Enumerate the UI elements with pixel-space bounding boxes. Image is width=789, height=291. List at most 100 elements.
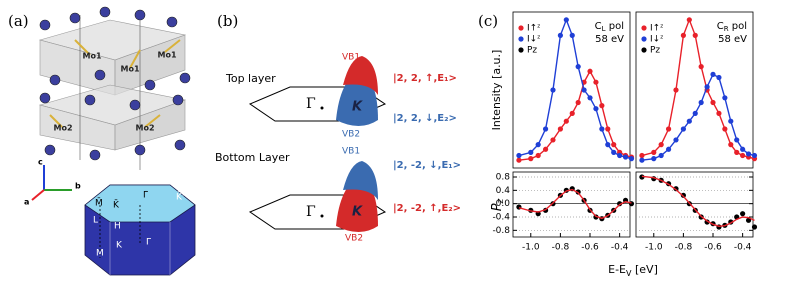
plot-frame	[635, 171, 754, 238]
data-point	[692, 32, 698, 39]
state-label: |2, 2, ↓,E₂>	[393, 113, 457, 124]
data-point	[658, 152, 664, 159]
plot-frame	[512, 171, 631, 238]
atom-label: Mo1	[120, 65, 139, 74]
data-point	[751, 224, 758, 230]
data-point	[611, 142, 617, 148]
cone-vb1	[343, 56, 378, 95]
legend-label: Pz	[650, 46, 660, 56]
y-tick-label: 0.8	[496, 173, 511, 183]
data-point	[599, 103, 605, 109]
data-point	[680, 192, 686, 198]
state-label: |2, -2, ↑,E₂>	[393, 203, 461, 214]
data-point	[740, 211, 746, 217]
bz-label: Γ̄	[143, 191, 148, 201]
polarization-label: CR pol	[717, 21, 747, 33]
data-point	[542, 126, 549, 132]
band-label: VB1	[342, 53, 360, 63]
data-point	[542, 146, 549, 152]
x-tick-label: -0.8	[675, 243, 693, 253]
bz-label: K̄	[113, 199, 120, 211]
data-point	[710, 99, 716, 106]
layer-label: Top layer	[225, 72, 276, 85]
data-point	[680, 32, 686, 39]
data-point	[658, 142, 664, 148]
panel-label: (a)	[8, 12, 29, 30]
data-point	[639, 152, 645, 159]
data-point	[628, 201, 635, 207]
band-label: VB2	[345, 234, 363, 244]
data-point	[704, 84, 710, 90]
state-label: |2, 2, ↑,E₁>	[393, 73, 457, 84]
x-tick-label: -0.4	[611, 243, 629, 253]
data-point	[516, 157, 522, 163]
band-label: VB2	[342, 130, 360, 140]
data-point	[698, 99, 704, 106]
label-part: z	[496, 198, 506, 204]
data-point	[528, 156, 534, 162]
x-tick-label: -0.6	[581, 243, 599, 253]
data-point	[575, 64, 581, 70]
state-label: |2, -2, ↓,E₁>	[393, 160, 461, 171]
atom-label: Mo1	[82, 52, 101, 61]
bz-label: H	[114, 222, 121, 232]
data-point	[587, 68, 593, 74]
x-axis-label: E-EV [eV]	[608, 263, 658, 278]
panel-label: (c)	[478, 12, 498, 30]
hexagon	[248, 194, 387, 230]
data-point	[722, 126, 728, 132]
atom-label: Mo1	[157, 51, 176, 60]
bz-label: L	[93, 216, 98, 226]
x-tick-label: -1.0	[645, 243, 663, 253]
gamma-label: Γ	[306, 96, 316, 112]
axis-triad	[31, 165, 72, 201]
label-part: C	[595, 21, 602, 32]
data-point	[550, 137, 556, 143]
gamma-point	[320, 214, 324, 218]
data-point	[692, 110, 698, 116]
data-point	[740, 146, 746, 152]
series-line	[641, 175, 755, 228]
k-label: K	[352, 205, 363, 220]
hexagon	[248, 86, 387, 122]
data-point	[605, 142, 611, 148]
data-point	[622, 154, 629, 160]
data-point	[734, 137, 740, 143]
label-part: V	[626, 269, 632, 278]
data-point	[599, 126, 605, 132]
axis-label: c	[38, 158, 43, 167]
data-point	[593, 106, 599, 112]
data-point	[734, 149, 740, 155]
data-point	[628, 156, 635, 162]
data-point	[569, 32, 575, 39]
bz-label: K̄'	[176, 191, 184, 203]
bz-label: K	[116, 241, 123, 251]
plot-frame	[635, 11, 754, 169]
y-axis-label: Intensity [a.u.]	[490, 50, 503, 131]
legend-label: I↑ᶻ	[527, 24, 541, 34]
gamma-label: Γ	[306, 204, 316, 220]
data-point	[665, 146, 672, 152]
data-point	[563, 17, 569, 23]
data-point	[535, 152, 541, 159]
data-point	[716, 110, 722, 116]
label-part: L	[602, 25, 606, 33]
data-point	[686, 118, 692, 124]
label-part: C	[717, 21, 724, 32]
label-part: pol	[729, 21, 747, 32]
y-tick-label: 0.0	[496, 199, 511, 209]
x-tick-label: -0.4	[734, 243, 752, 253]
data-point	[740, 152, 746, 159]
legend-label: I↓ᶻ	[527, 35, 541, 45]
legend-marker	[518, 25, 524, 31]
data-point	[557, 126, 563, 132]
data-point	[575, 99, 581, 106]
panel-label: (b)	[217, 12, 238, 30]
data-point	[550, 87, 556, 93]
data-point	[728, 118, 734, 124]
axis-label: b	[75, 182, 81, 191]
data-point	[651, 149, 657, 155]
data-point	[751, 152, 758, 159]
data-point	[673, 87, 679, 93]
data-point	[587, 95, 593, 101]
